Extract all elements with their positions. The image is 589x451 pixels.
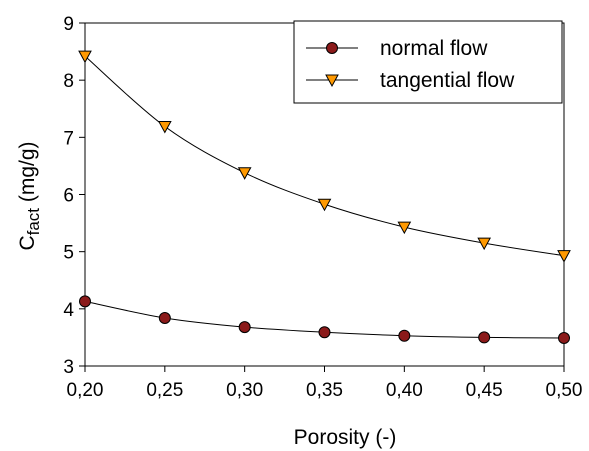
data-point xyxy=(157,120,172,134)
data-point xyxy=(558,331,570,344)
y-tick-label: 9 xyxy=(63,14,74,35)
legend-label-normal-flow: normal flow xyxy=(380,37,488,60)
data-point xyxy=(477,237,492,251)
legend-marker-normal-flow xyxy=(326,42,338,54)
x-tick-label: 0,50 xyxy=(546,380,583,401)
legend-box xyxy=(293,20,563,104)
y-tick-label: 8 xyxy=(63,71,74,92)
x-tick-label: 0,20 xyxy=(67,380,104,401)
series-normal-flow xyxy=(79,295,570,344)
data-point xyxy=(238,321,251,334)
data-point xyxy=(318,326,331,339)
y-tick-label: 6 xyxy=(63,186,74,207)
data-point xyxy=(158,311,171,324)
data-point xyxy=(557,250,571,263)
series-layer xyxy=(78,50,571,344)
y-tick-label: 7 xyxy=(63,128,74,149)
data-point xyxy=(237,167,252,180)
data-point xyxy=(79,295,91,308)
x-tick-label: 0,45 xyxy=(466,380,503,401)
y-axis: 3 4 5 6 7 8 9 xyxy=(63,14,85,378)
legend: normal flow tangential flow xyxy=(293,20,563,104)
data-point xyxy=(397,221,412,235)
data-point xyxy=(478,331,491,344)
x-tick-label: 0,40 xyxy=(386,380,423,401)
x-tick-label: 0,25 xyxy=(146,380,183,401)
x-tick-label: 0,35 xyxy=(306,380,343,401)
data-point xyxy=(398,329,411,342)
y-tick-label: 4 xyxy=(63,300,74,321)
y-axis-title-main: C xyxy=(16,235,39,250)
y-tick-label: 3 xyxy=(63,357,74,378)
x-axis-title: Porosity (-) xyxy=(294,426,397,449)
y-axis-title-subscript: fact xyxy=(24,208,43,236)
legend-label-tangential-flow: tangential flow xyxy=(380,69,515,92)
data-point xyxy=(317,198,332,212)
y-axis-title-unit: (mg/g) xyxy=(16,141,39,208)
legend-marker-tangential-flow xyxy=(325,74,339,88)
y-axis-title: Cfact (mg/g) xyxy=(16,141,43,250)
x-axis: 0,20 0,25 0,30 0,35 0,40 0,45 0,50 xyxy=(67,366,583,401)
x-tick-label: 0,30 xyxy=(226,380,263,401)
series-tangential-flow xyxy=(78,50,571,263)
data-point xyxy=(78,50,92,64)
y-tick-label: 5 xyxy=(63,243,74,264)
